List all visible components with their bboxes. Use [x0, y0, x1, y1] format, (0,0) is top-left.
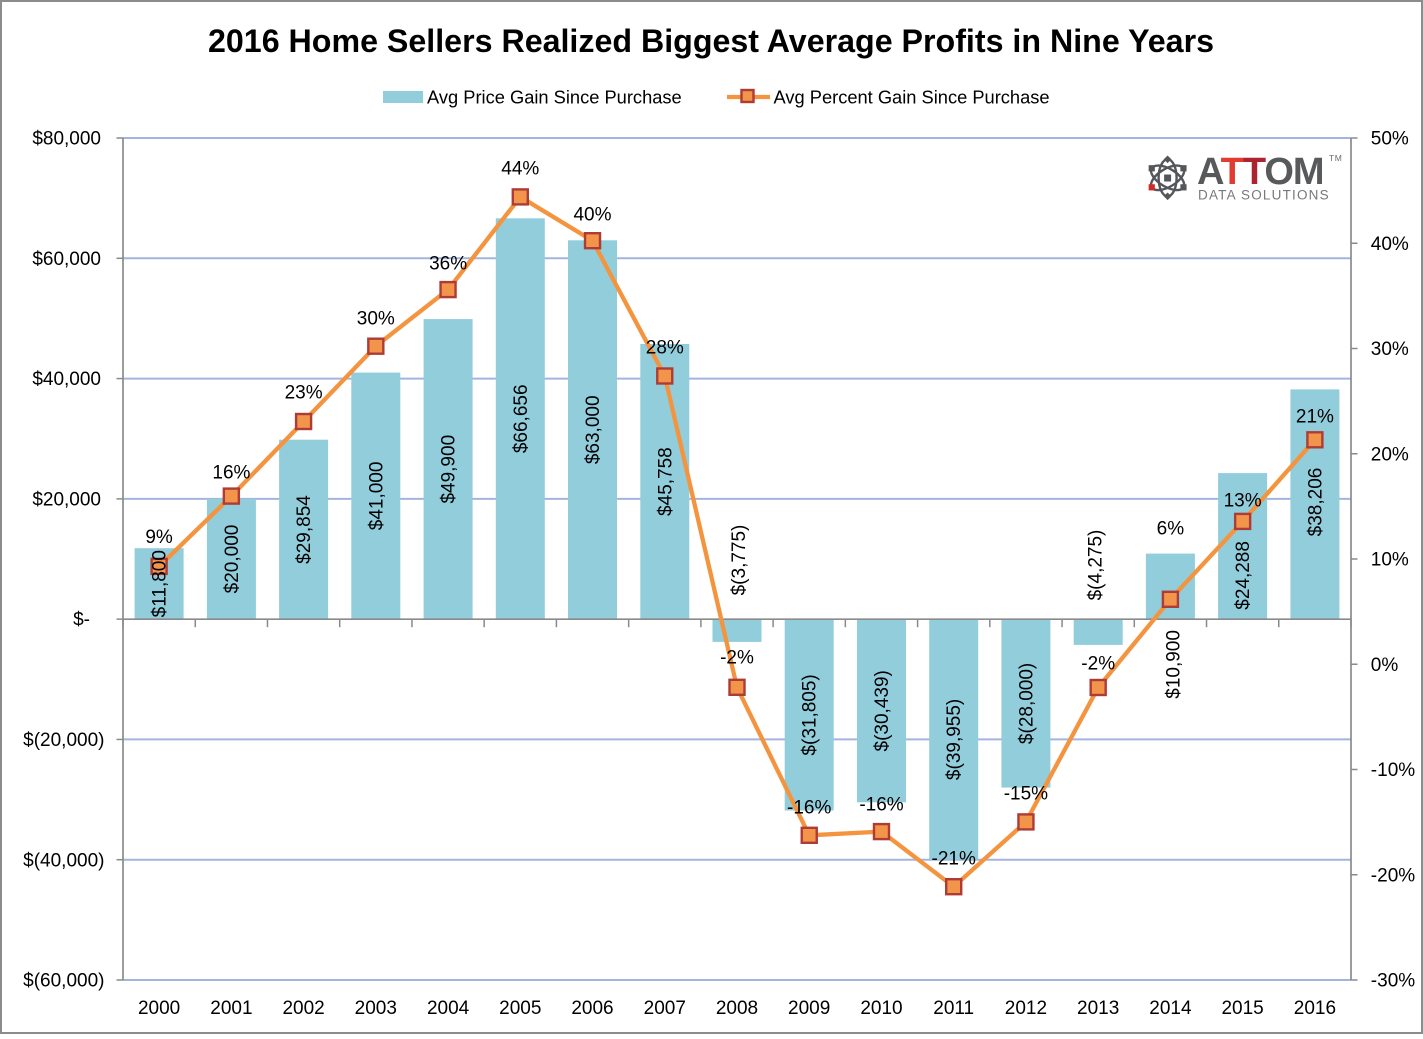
- svg-text:2016 Home Sellers Realized Big: 2016 Home Sellers Realized Biggest Avera…: [208, 23, 1214, 59]
- svg-text:$63,000: $63,000: [583, 395, 604, 464]
- svg-text:50%: 50%: [1371, 129, 1409, 150]
- svg-text:2003: 2003: [355, 998, 397, 1019]
- svg-text:2015: 2015: [1221, 998, 1263, 1019]
- svg-text:2010: 2010: [860, 998, 902, 1019]
- svg-text:2001: 2001: [210, 998, 252, 1019]
- svg-text:$(31,805): $(31,805): [800, 674, 821, 755]
- svg-text:$(28,000): $(28,000): [1016, 663, 1037, 744]
- svg-text:$(40,000): $(40,000): [23, 850, 104, 871]
- svg-text:2007: 2007: [644, 998, 686, 1019]
- svg-text:2013: 2013: [1077, 998, 1119, 1019]
- svg-text:$-: $-: [73, 610, 90, 631]
- svg-text:-16%: -16%: [787, 798, 831, 819]
- svg-text:$38,206: $38,206: [1305, 468, 1326, 537]
- svg-text:36%: 36%: [429, 254, 467, 275]
- svg-text:$11,800: $11,800: [150, 550, 171, 617]
- svg-text:$(20,000): $(20,000): [23, 730, 104, 751]
- svg-text:$(4,275): $(4,275): [1086, 530, 1107, 601]
- svg-text:$41,000: $41,000: [366, 462, 387, 531]
- svg-text:-20%: -20%: [1371, 865, 1415, 886]
- svg-text:$49,900: $49,900: [439, 435, 460, 504]
- svg-text:28%: 28%: [646, 338, 684, 359]
- svg-text:2008: 2008: [716, 998, 758, 1019]
- svg-text:-21%: -21%: [932, 849, 976, 870]
- svg-text:30%: 30%: [1371, 339, 1409, 360]
- svg-text:$29,854: $29,854: [294, 495, 315, 564]
- svg-text:2006: 2006: [571, 998, 613, 1019]
- svg-text:2012: 2012: [1005, 998, 1047, 1019]
- svg-text:2009: 2009: [788, 998, 830, 1019]
- svg-text:2005: 2005: [499, 998, 541, 1019]
- svg-text:6%: 6%: [1157, 519, 1185, 540]
- svg-text:9%: 9%: [145, 527, 173, 548]
- svg-text:-2%: -2%: [720, 648, 754, 669]
- svg-text:-2%: -2%: [1081, 654, 1115, 675]
- svg-text:40%: 40%: [1371, 234, 1409, 255]
- svg-text:2000: 2000: [138, 998, 180, 1019]
- svg-text:2014: 2014: [1149, 998, 1192, 1019]
- svg-text:23%: 23%: [285, 383, 323, 404]
- svg-text:2002: 2002: [282, 998, 324, 1019]
- svg-text:$(60,000): $(60,000): [23, 971, 104, 992]
- svg-text:TM: TM: [1329, 153, 1342, 163]
- svg-text:$20,000: $20,000: [32, 490, 101, 511]
- svg-text:-10%: -10%: [1371, 760, 1415, 781]
- svg-text:20%: 20%: [1371, 444, 1409, 465]
- svg-text:$(30,439): $(30,439): [872, 670, 893, 751]
- svg-text:21%: 21%: [1296, 407, 1334, 428]
- svg-text:$(39,955): $(39,955): [944, 699, 965, 780]
- svg-text:ATTOM: ATTOM: [1197, 151, 1324, 193]
- svg-text:$45,758: $45,758: [655, 447, 676, 516]
- svg-text:-30%: -30%: [1371, 971, 1415, 992]
- svg-text:DATA SOLUTIONS: DATA SOLUTIONS: [1198, 188, 1330, 203]
- svg-text:2011: 2011: [933, 998, 974, 1019]
- svg-text:16%: 16%: [212, 463, 250, 484]
- svg-text:44%: 44%: [501, 159, 539, 180]
- svg-text:$60,000: $60,000: [32, 249, 101, 270]
- svg-text:0%: 0%: [1371, 655, 1399, 676]
- svg-text:$40,000: $40,000: [32, 369, 101, 390]
- svg-text:Avg Percent Gain Since Purchas: Avg Percent Gain Since Purchase: [774, 87, 1050, 108]
- svg-text:$24,288: $24,288: [1233, 541, 1254, 610]
- svg-text:-15%: -15%: [1004, 784, 1048, 805]
- svg-text:$(3,775): $(3,775): [729, 525, 750, 596]
- svg-text:Avg Price Gain Since Purchase: Avg Price Gain Since Purchase: [427, 87, 682, 108]
- svg-text:$10,900: $10,900: [1164, 630, 1185, 699]
- svg-text:-16%: -16%: [859, 795, 903, 816]
- svg-text:$80,000: $80,000: [32, 129, 101, 150]
- svg-text:2004: 2004: [427, 998, 470, 1019]
- svg-text:$66,656: $66,656: [511, 384, 532, 453]
- svg-text:$20,000: $20,000: [222, 525, 243, 594]
- svg-text:10%: 10%: [1371, 550, 1409, 571]
- svg-text:13%: 13%: [1224, 491, 1262, 512]
- svg-text:30%: 30%: [357, 309, 395, 330]
- svg-text:2016: 2016: [1294, 998, 1336, 1019]
- svg-text:40%: 40%: [573, 205, 611, 226]
